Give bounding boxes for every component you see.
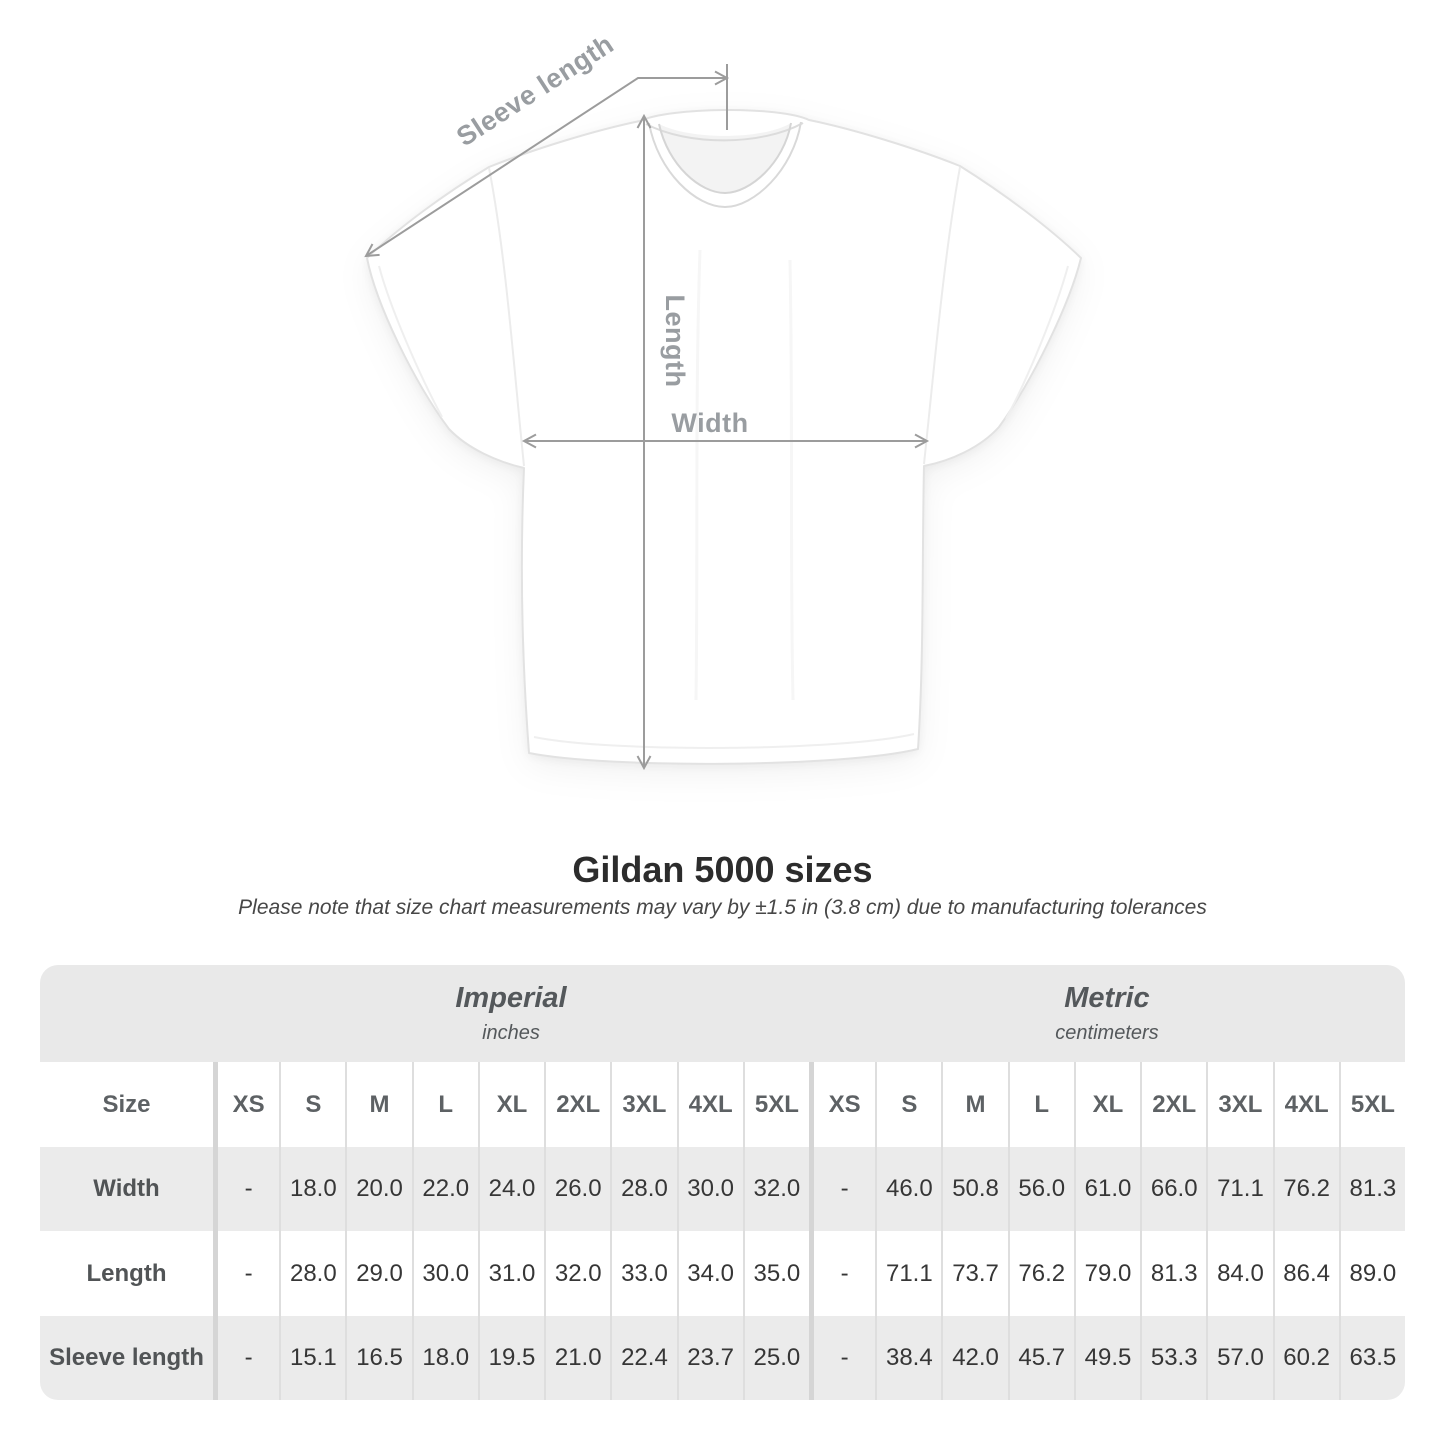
value-cell: 25.0	[742, 1316, 809, 1400]
size-col-header-xl: XL	[1073, 1062, 1140, 1147]
value-cell: 73.7	[941, 1231, 1007, 1316]
value-cell: -	[213, 1316, 280, 1400]
unit-group-name: Imperial	[455, 982, 567, 1014]
value-cell: 29.0	[345, 1231, 411, 1316]
value-cell: 50.8	[941, 1147, 1008, 1231]
size-col-header-s: S	[279, 1062, 345, 1147]
value-cell: 76.2	[1272, 1147, 1339, 1231]
length-label: Length	[660, 295, 690, 388]
left-cuff-stitch	[378, 265, 443, 418]
value-cell: 18.0	[279, 1147, 346, 1231]
fabric-crease	[788, 259, 795, 701]
value-cell: 22.4	[610, 1316, 677, 1400]
value-cell: 84.0	[1206, 1231, 1272, 1316]
value-cell: -	[808, 1231, 875, 1316]
size-col-header-xs: XS	[213, 1062, 279, 1147]
fabric-crease	[694, 249, 702, 701]
unit-group-imperial: Imperial inches	[213, 965, 809, 1062]
value-cell: 45.7	[1007, 1316, 1074, 1400]
value-cell: -	[213, 1231, 279, 1316]
value-cell: 28.0	[610, 1147, 677, 1231]
value-cell: 18.0	[411, 1316, 478, 1400]
size-col-header-5xl: 5XL	[1338, 1062, 1405, 1147]
unit-group-unit: centimeters	[1055, 1022, 1159, 1044]
right-cuff-stitch	[1005, 265, 1069, 420]
value-cell: 33.0	[610, 1231, 676, 1316]
row-label-sleeve-length: Sleeve length	[40, 1316, 213, 1400]
value-cell: 71.1	[1206, 1147, 1273, 1231]
value-cell: 22.0	[411, 1147, 478, 1231]
value-cell: 57.0	[1206, 1316, 1273, 1400]
size-col-header-xl: XL	[477, 1062, 544, 1147]
size-table: Imperial inches Metric centimeters Size XS S M L…	[40, 965, 1405, 1400]
value-cell: -	[808, 1147, 876, 1231]
value-cell: -	[213, 1147, 280, 1231]
unit-group-metric: Metric centimeters	[808, 965, 1405, 1062]
value-cell: 23.7	[676, 1316, 743, 1400]
value-cell: 60.2	[1272, 1316, 1339, 1400]
value-cell: 61.0	[1073, 1147, 1141, 1231]
table-corner	[40, 965, 213, 1062]
value-cell: 56.0	[1007, 1147, 1074, 1231]
value-cell: 63.5	[1338, 1316, 1405, 1400]
size-col-header-m: M	[345, 1062, 411, 1147]
size-col-header-s: S	[875, 1062, 941, 1147]
value-cell: 71.1	[875, 1231, 941, 1316]
value-cell: 24.0	[477, 1147, 545, 1231]
size-col-header-3xl: 3XL	[1206, 1062, 1272, 1147]
value-cell: -	[808, 1316, 876, 1400]
size-col-header-xs: XS	[808, 1062, 875, 1147]
unit-group-unit: inches	[482, 1022, 540, 1044]
size-col-header-l: L	[1007, 1062, 1074, 1147]
value-cell: 32.0	[544, 1231, 610, 1316]
page-subtitle: Please note that size chart measurements…	[238, 896, 1207, 919]
row-label-length: Length	[86, 1259, 167, 1287]
value-cell: 81.3	[1140, 1231, 1206, 1316]
width-label: Width	[671, 408, 748, 438]
unit-group-name: Metric	[1064, 982, 1150, 1014]
value-cell: 49.5	[1073, 1316, 1141, 1400]
size-col-header-4xl: 4XL	[1272, 1062, 1339, 1147]
hem-stitch	[533, 733, 915, 749]
value-cell: 42.0	[941, 1316, 1008, 1400]
page-title: Gildan 5000 sizes	[572, 849, 873, 890]
value-cell: 34.0	[676, 1231, 743, 1316]
size-col-header-2xl: 2XL	[1140, 1062, 1206, 1147]
value-cell: 16.5	[345, 1316, 412, 1400]
value-cell: 21.0	[544, 1316, 611, 1400]
value-cell: 31.0	[477, 1231, 544, 1316]
value-cell: 53.3	[1140, 1316, 1207, 1400]
value-cell: 32.0	[742, 1147, 809, 1231]
value-cell: 35.0	[742, 1231, 809, 1316]
value-cell: 81.3	[1338, 1147, 1405, 1231]
value-cell: 46.0	[875, 1147, 942, 1231]
size-column-header: Size	[102, 1090, 151, 1118]
value-cell: 30.0	[411, 1231, 478, 1316]
value-cell: 89.0	[1338, 1231, 1405, 1316]
value-cell: 19.5	[477, 1316, 545, 1400]
size-col-header-5xl: 5XL	[742, 1062, 809, 1147]
size-col-header-2xl: 2XL	[544, 1062, 610, 1147]
size-col-header-m: M	[941, 1062, 1007, 1147]
size-col-header-l: L	[411, 1062, 478, 1147]
value-cell: 20.0	[345, 1147, 412, 1231]
value-cell: 76.2	[1007, 1231, 1074, 1316]
row-label-width: Width	[40, 1147, 213, 1231]
value-cell: 26.0	[544, 1147, 611, 1231]
size-col-header-4xl: 4XL	[676, 1062, 743, 1147]
value-cell: 38.4	[875, 1316, 942, 1400]
sleeve-length-arrow	[364, 70, 730, 258]
value-cell: 30.0	[676, 1147, 743, 1231]
tshirt-diagram: Sleeve length Length Width	[364, 29, 1082, 771]
value-cell: 28.0	[279, 1231, 345, 1316]
value-cell: 66.0	[1140, 1147, 1207, 1231]
value-cell: 86.4	[1272, 1231, 1339, 1316]
right-sleeve-seam	[923, 166, 961, 465]
measurement-arrows	[364, 64, 930, 771]
value-cell: 79.0	[1073, 1231, 1140, 1316]
value-cell: 15.1	[279, 1316, 346, 1400]
size-col-header-3xl: 3XL	[610, 1062, 676, 1147]
